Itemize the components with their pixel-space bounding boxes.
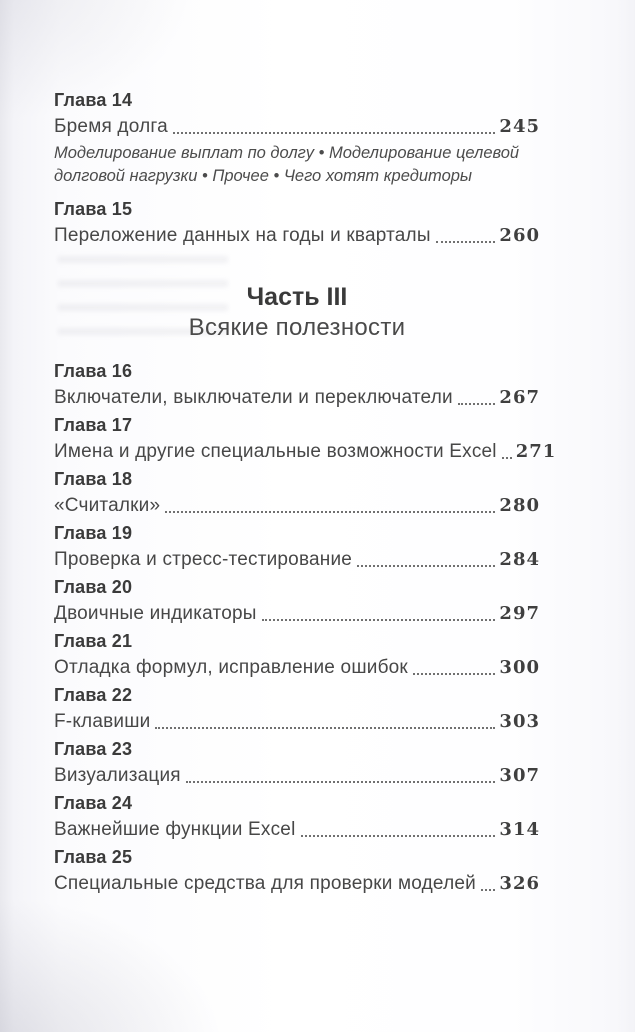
entry-title: Отладка формул, исправление ошибок xyxy=(54,657,408,678)
toc-row: Визуализация 307 xyxy=(54,761,540,789)
entry-subtitle: Моделирование выплат по долгу • Моделиро… xyxy=(54,144,520,185)
toc-entry: Глава 25 Специальные средства для провер… xyxy=(54,845,540,897)
dot-leader xyxy=(480,889,496,891)
chapter-label: Глава 20 xyxy=(54,577,133,597)
toc-row: Включатели, выключатели и переключатели … xyxy=(54,383,540,411)
toc-row: Двоичные индикаторы 297 xyxy=(54,599,540,627)
chapter-label: Глава 19 xyxy=(54,523,133,543)
page-number: 297 xyxy=(499,603,540,624)
chapter-label: Глава 24 xyxy=(54,793,133,813)
dot-leader xyxy=(185,781,496,783)
dot-leader xyxy=(412,673,496,675)
entry-title: Специальные средства для проверки моделе… xyxy=(54,873,476,894)
entry-title: Включатели, выключатели и переключатели xyxy=(54,387,453,408)
toc-entry: Глава 21 Отладка формул, исправление оши… xyxy=(54,629,540,681)
chapter-label: Глава 25 xyxy=(54,847,133,867)
toc-row: Важнейшие функции Excel 314 xyxy=(54,815,540,843)
entry-title: Бремя долга xyxy=(54,116,168,137)
toc-row: Проверка и стресс-тестирование 284 xyxy=(54,545,540,573)
page-number: 260 xyxy=(499,225,540,246)
page-number: 314 xyxy=(499,819,540,840)
toc-entry: Глава 15 Переложение данных на годы и кв… xyxy=(54,197,540,249)
entry-title: Визуализация xyxy=(54,765,181,786)
page-number: 303 xyxy=(499,711,540,732)
toc-entry: Глава 18 «Считалки» 280 xyxy=(54,467,540,519)
toc-entry: Глава 20 Двоичные индикаторы 297 xyxy=(54,575,540,627)
toc-entry: Глава 23 Визуализация 307 xyxy=(54,737,540,789)
page-number: 280 xyxy=(499,495,540,516)
dot-leader xyxy=(300,835,496,837)
toc-row: Специальные средства для проверки моделе… xyxy=(54,869,540,897)
entry-title: Двоичные индикаторы xyxy=(54,603,257,624)
part-number: Часть III xyxy=(246,283,348,311)
dot-leader xyxy=(357,565,496,567)
entry-title: «Считалки» xyxy=(54,495,161,516)
toc-entry: Глава 24 Важнейшие функции Excel 314 xyxy=(54,791,540,843)
page-number: 245 xyxy=(499,116,540,137)
dot-leader xyxy=(261,619,496,621)
page-number: 284 xyxy=(499,549,540,570)
page-number: 326 xyxy=(499,873,540,894)
dot-leader xyxy=(165,511,496,513)
chapter-label: Глава 21 xyxy=(54,631,133,651)
table-of-contents: Глава 14 Бремя долга 245 Моделирование в… xyxy=(54,88,555,899)
entry-title: Проверка и стресс-тестирование xyxy=(54,549,353,570)
chapter-label: Глава 22 xyxy=(54,685,133,705)
toc-entry: Глава 19 Проверка и стресс-тестирование … xyxy=(54,521,540,573)
page-number: 300 xyxy=(499,657,540,678)
entry-title: F-клавиши xyxy=(54,711,151,732)
entry-title: Переложение данных на годы и кварталы xyxy=(54,225,431,246)
entry-title: Имена и другие специальные возможности E… xyxy=(54,441,497,462)
dot-leader xyxy=(155,727,496,729)
toc-entry: Глава 17 Имена и другие специальные возм… xyxy=(54,413,555,465)
page-number: 271 xyxy=(515,441,557,462)
toc-entry: Глава 22 F-клавиши 303 xyxy=(54,683,540,735)
toc-row: «Считалки» 280 xyxy=(54,491,540,519)
dot-leader xyxy=(435,241,496,243)
chapter-label: Глава 18 xyxy=(54,469,133,489)
dot-leader xyxy=(457,403,496,405)
toc-row: Отладка формул, исправление ошибок 300 xyxy=(54,653,540,681)
dot-leader xyxy=(172,132,496,134)
page-number: 307 xyxy=(499,765,540,786)
chapter-label: Глава 14 xyxy=(54,90,133,110)
entry-title: Важнейшие функции Excel xyxy=(54,819,296,840)
toc-entry: Глава 14 Бремя долга 245 Моделирование в… xyxy=(54,88,540,188)
toc-row: F-клавиши 303 xyxy=(54,707,540,735)
chapter-label: Глава 15 xyxy=(54,199,133,219)
part-header: Часть III Всякие полезности xyxy=(54,281,540,343)
dot-leader xyxy=(501,457,512,459)
toc-row: Имена и другие специальные возможности E… xyxy=(54,437,555,465)
toc-entry: Глава 16 Включатели, выключатели и перек… xyxy=(54,359,540,411)
chapter-label: Глава 16 xyxy=(54,361,133,381)
part-title: Всякие полезности xyxy=(188,314,406,341)
toc-row: Переложение данных на годы и кварталы 26… xyxy=(54,221,540,249)
chapter-label: Глава 23 xyxy=(54,739,133,759)
toc-row: Бремя долга 245 xyxy=(54,112,540,140)
chapter-label: Глава 17 xyxy=(54,415,133,435)
page-number: 267 xyxy=(499,387,540,408)
